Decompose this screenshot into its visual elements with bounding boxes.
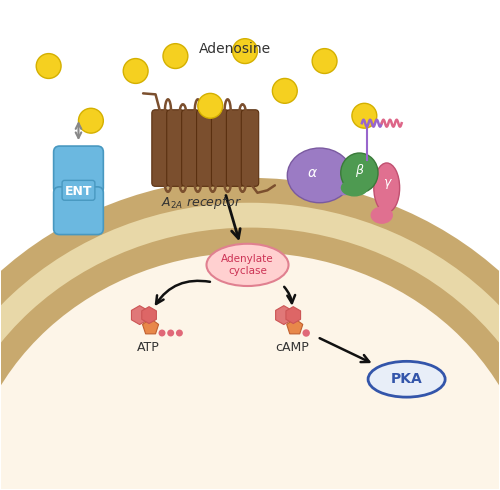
FancyBboxPatch shape bbox=[226, 110, 244, 186]
Text: Adenosine: Adenosine bbox=[199, 42, 271, 56]
FancyBboxPatch shape bbox=[54, 187, 104, 235]
Circle shape bbox=[123, 59, 148, 83]
Polygon shape bbox=[142, 318, 158, 334]
Text: γ: γ bbox=[383, 176, 390, 189]
Circle shape bbox=[352, 103, 377, 128]
Circle shape bbox=[78, 108, 104, 133]
FancyBboxPatch shape bbox=[152, 110, 169, 186]
Ellipse shape bbox=[0, 178, 500, 490]
Circle shape bbox=[302, 329, 310, 337]
FancyBboxPatch shape bbox=[62, 180, 95, 200]
Polygon shape bbox=[286, 307, 300, 323]
Text: A$_{2A}$ receptor: A$_{2A}$ receptor bbox=[160, 195, 242, 211]
Ellipse shape bbox=[368, 361, 445, 397]
Circle shape bbox=[312, 49, 337, 74]
FancyBboxPatch shape bbox=[212, 110, 229, 186]
Ellipse shape bbox=[0, 203, 500, 490]
Circle shape bbox=[232, 39, 258, 64]
Circle shape bbox=[158, 329, 166, 337]
FancyBboxPatch shape bbox=[182, 110, 199, 186]
Text: ATP: ATP bbox=[136, 342, 160, 354]
Ellipse shape bbox=[374, 163, 400, 213]
Text: ENT: ENT bbox=[64, 185, 92, 198]
FancyBboxPatch shape bbox=[54, 146, 104, 194]
Ellipse shape bbox=[370, 206, 393, 224]
Polygon shape bbox=[286, 318, 303, 334]
Polygon shape bbox=[276, 306, 292, 324]
FancyBboxPatch shape bbox=[196, 110, 214, 186]
Circle shape bbox=[36, 53, 61, 78]
Circle shape bbox=[272, 78, 297, 103]
Circle shape bbox=[167, 329, 174, 337]
Ellipse shape bbox=[332, 175, 357, 196]
Text: Adenylate
cyclase: Adenylate cyclase bbox=[221, 254, 274, 276]
FancyBboxPatch shape bbox=[166, 110, 184, 186]
Ellipse shape bbox=[0, 252, 500, 490]
Ellipse shape bbox=[288, 148, 352, 203]
Polygon shape bbox=[142, 307, 156, 323]
Polygon shape bbox=[2, 1, 498, 150]
Text: PKA: PKA bbox=[390, 372, 422, 386]
Text: β: β bbox=[356, 164, 364, 177]
Ellipse shape bbox=[0, 227, 500, 490]
Ellipse shape bbox=[340, 153, 378, 193]
Circle shape bbox=[198, 94, 222, 118]
Ellipse shape bbox=[206, 244, 288, 286]
Text: α: α bbox=[308, 166, 316, 180]
Circle shape bbox=[176, 329, 183, 337]
Ellipse shape bbox=[340, 179, 368, 196]
FancyBboxPatch shape bbox=[242, 110, 258, 186]
Text: cAMP: cAMP bbox=[276, 342, 309, 354]
Circle shape bbox=[163, 44, 188, 69]
Polygon shape bbox=[132, 306, 148, 324]
